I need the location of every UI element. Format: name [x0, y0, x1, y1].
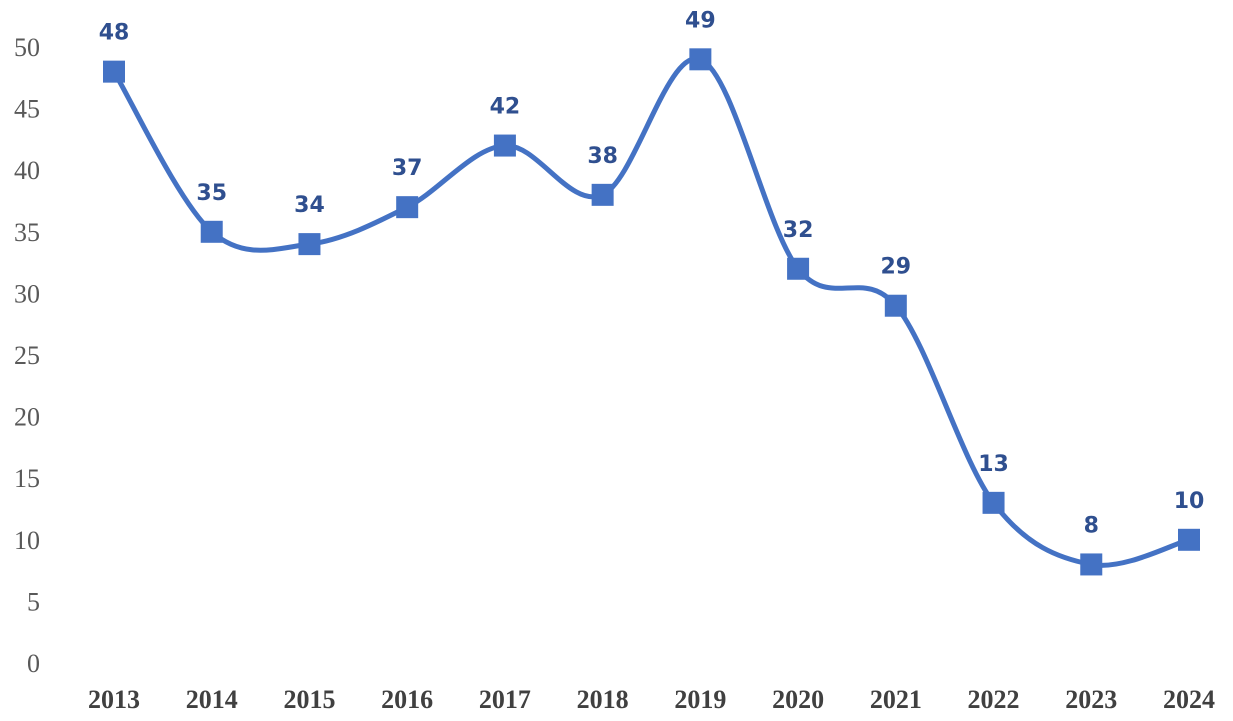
data-label: 38: [587, 144, 618, 169]
data-point-marker: [591, 183, 614, 206]
y-tick-label: 35: [14, 218, 40, 247]
data-point-marker: [103, 60, 125, 83]
series-line: [111, 56, 1192, 568]
y-tick-label: 10: [14, 526, 40, 555]
x-axis: 2013 2014 2015 2016 2017 2018 2019 2020 2021 2022…: [88, 685, 1215, 714]
data-label: 42: [490, 95, 521, 120]
data-label: 37: [392, 156, 423, 181]
y-tick-label: 20: [14, 403, 40, 432]
data-point-marker: [689, 48, 712, 71]
x-tick-label: 2016: [381, 685, 433, 714]
y-tick-label: 5: [27, 587, 40, 616]
data-label: 29: [881, 255, 912, 280]
data-point-marker: [493, 134, 516, 157]
data-label: 10: [1174, 489, 1205, 514]
data-point-marker: [787, 257, 810, 280]
data-label: 49: [685, 8, 716, 33]
data-point-marker: [200, 220, 223, 243]
x-tick-label: 2014: [186, 685, 238, 714]
x-tick-label: 2018: [577, 685, 629, 714]
data-point-marker: [1080, 553, 1103, 576]
x-tick-label: 2021: [870, 685, 922, 714]
y-tick-label: 15: [14, 464, 40, 493]
x-tick-label: 2017: [479, 685, 531, 714]
data-point-marker: [298, 233, 321, 256]
data-point-marker: [396, 196, 419, 219]
data-markers: [103, 48, 1200, 576]
y-tick-label: 40: [14, 156, 40, 185]
data-point-marker: [884, 294, 907, 317]
y-tick-label: 0: [27, 649, 40, 678]
x-tick-label: 2019: [674, 685, 726, 714]
x-tick-label: 2013: [88, 685, 140, 714]
data-label: 32: [783, 218, 814, 243]
x-tick-label: 2022: [968, 685, 1020, 714]
x-tick-label: 2015: [283, 685, 335, 714]
y-tick-label: 25: [14, 341, 40, 370]
x-tick-label: 2023: [1065, 685, 1117, 714]
y-tick-label: 50: [14, 33, 40, 62]
y-axis: 0 5 10 15 20 25 30 35 40 45 50: [14, 33, 40, 678]
data-label: 8: [1084, 513, 1099, 538]
x-tick-label: 2024: [1163, 685, 1215, 714]
data-point-marker: [1178, 528, 1200, 551]
data-label: 48: [99, 21, 130, 46]
data-label: 13: [978, 452, 1009, 477]
data-labels: 48 35 34 37 42 38 49 32 29 13 8 10: [99, 8, 1205, 538]
data-point-marker: [982, 491, 1005, 514]
data-label: 35: [196, 181, 227, 206]
x-tick-label: 2020: [772, 685, 824, 714]
y-tick-label: 45: [14, 95, 40, 124]
y-tick-label: 30: [14, 279, 40, 308]
data-label: 34: [294, 193, 325, 218]
